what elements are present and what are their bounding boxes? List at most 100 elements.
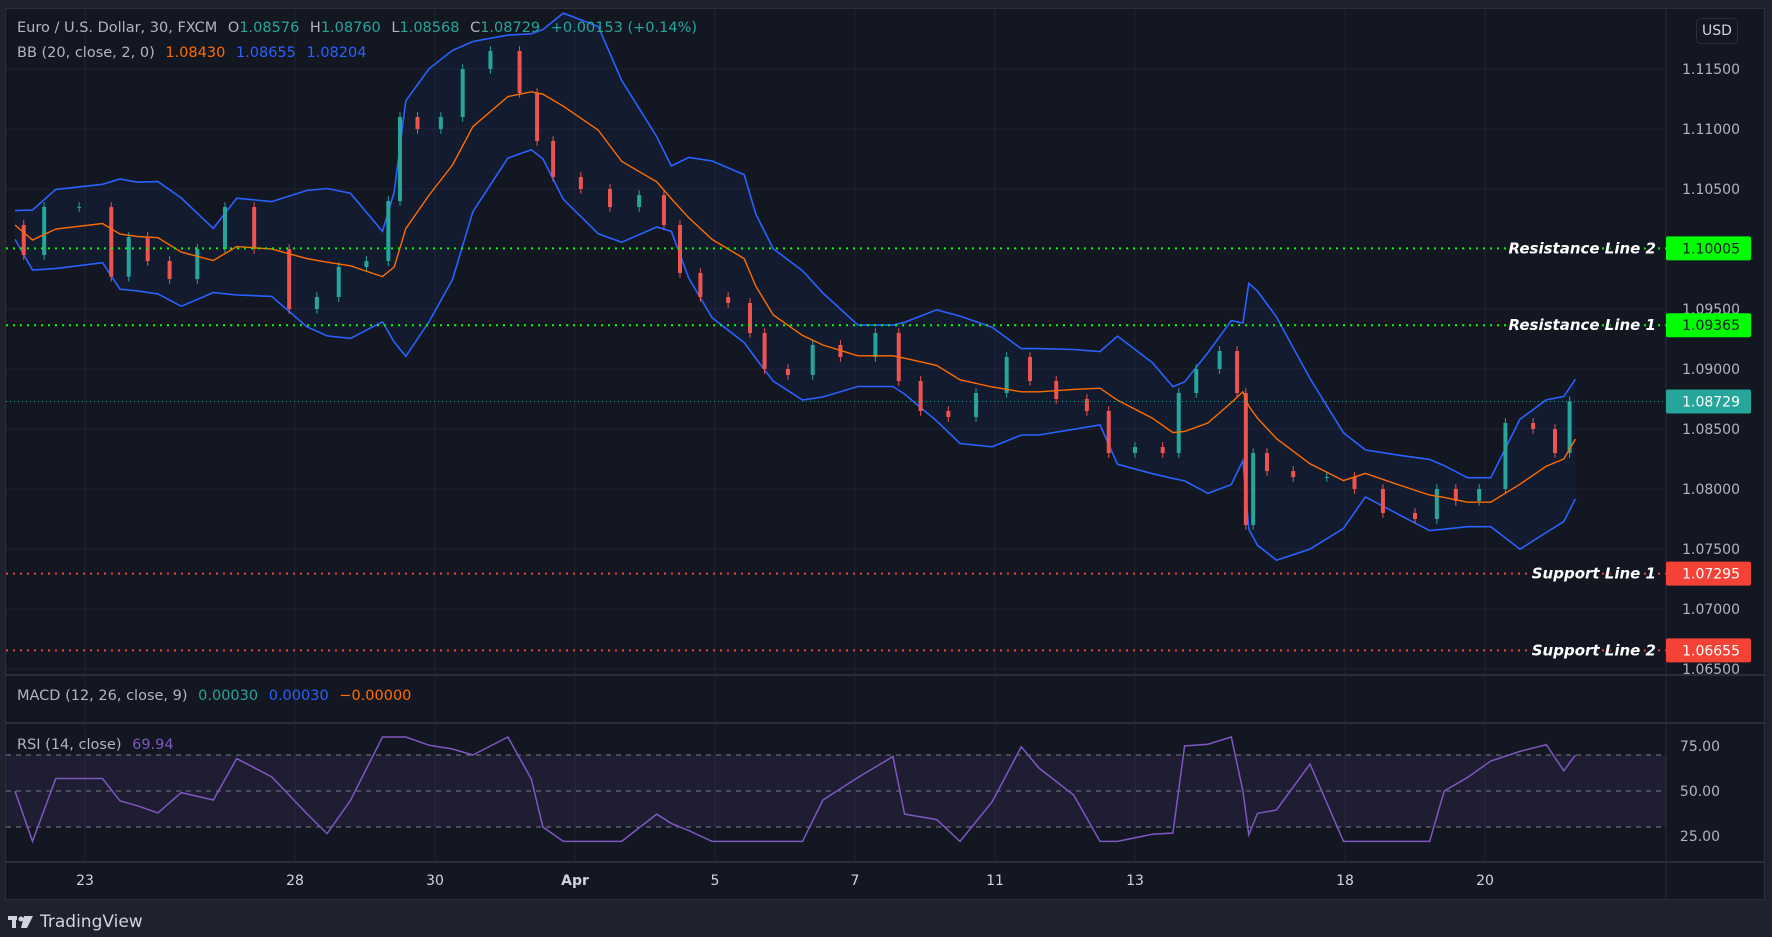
resistance-line-label: Resistance Line 2 xyxy=(1509,239,1656,257)
tradingview-logo-icon xyxy=(8,916,33,928)
candle-body xyxy=(1217,351,1222,369)
candle-body xyxy=(748,303,752,333)
candle-body xyxy=(1477,489,1482,501)
candle-body xyxy=(314,297,319,309)
price-axis-label: 1.11500 xyxy=(1682,62,1740,78)
time-axis-label: 5 xyxy=(711,873,720,889)
price-axis-label: 1.11000 xyxy=(1682,122,1740,138)
ohlc-close: C1.08729 xyxy=(470,20,541,36)
bb-upper: 1.08655 xyxy=(235,45,296,61)
price-tag xyxy=(1666,638,1751,663)
candle-body xyxy=(1133,447,1137,453)
time-axis-label: 13 xyxy=(1126,873,1144,889)
candle-body xyxy=(551,141,556,177)
candle-body xyxy=(415,117,420,129)
time-axis-label: 7 xyxy=(851,873,860,889)
candle-body xyxy=(1380,489,1385,513)
candle-body xyxy=(1453,489,1458,501)
macd-legend: MACD (12, 26, close, 9) 0.00030 0.00030 … xyxy=(17,688,417,704)
tradingview-logo[interactable]: TradingView xyxy=(8,912,143,932)
candle-body xyxy=(946,411,951,417)
candle-body xyxy=(762,333,767,369)
candle-body xyxy=(873,333,878,357)
time-axis-label: 11 xyxy=(986,873,1004,889)
candle-body xyxy=(1235,351,1240,393)
candle-body xyxy=(1434,489,1439,519)
price-tag xyxy=(1666,313,1751,338)
candle-body xyxy=(785,369,790,375)
price-tag-value: 1.09365 xyxy=(1682,318,1740,334)
candle-body xyxy=(698,273,703,297)
candle-body xyxy=(1352,477,1357,489)
rsi-legend: RSI (14, close) 69.94 xyxy=(17,737,180,753)
bb-lower: 1.08204 xyxy=(306,45,367,61)
candle-body xyxy=(42,207,47,255)
price-tag-value: 1.06655 xyxy=(1682,643,1740,659)
candle-body xyxy=(1160,447,1165,453)
candle-body xyxy=(287,249,292,309)
candle-body xyxy=(726,297,731,303)
candle-body xyxy=(336,267,341,297)
support-line-label: Support Line 2 xyxy=(1532,641,1656,659)
candle-body xyxy=(517,51,522,93)
candle-body xyxy=(1028,357,1032,381)
price-axis-label: 1.08500 xyxy=(1682,422,1740,438)
candle-body xyxy=(1194,369,1199,393)
candle-body xyxy=(1531,423,1536,429)
bb-upper-line xyxy=(14,12,1577,479)
price-change: +0.00153 (+0.14%) xyxy=(550,20,698,36)
price-axis-label: 1.07500 xyxy=(1682,542,1740,558)
candle-body xyxy=(1106,411,1111,453)
currency-button[interactable]: USD xyxy=(1696,18,1738,44)
price-axis-label: 1.07000 xyxy=(1682,602,1740,618)
macd-signal: 0.00030 xyxy=(268,688,329,704)
candle-body xyxy=(1251,453,1256,525)
rsi-label[interactable]: RSI (14, close) xyxy=(17,737,122,753)
bb-lower-line xyxy=(14,148,1577,562)
time-axis-label: Apr xyxy=(561,873,589,889)
candle-body xyxy=(21,225,26,255)
price-tag-value: 1.07295 xyxy=(1682,567,1740,583)
candle-body xyxy=(535,93,540,141)
candle-body xyxy=(1503,423,1508,489)
candle-body xyxy=(438,117,443,129)
candle-body xyxy=(1264,453,1269,471)
candle-body xyxy=(252,207,257,249)
bb-legend: BB (20, close, 2, 0) 1.08430 1.08655 1.0… xyxy=(17,45,372,61)
candle-body xyxy=(223,207,227,249)
price-tag xyxy=(1666,561,1751,586)
candle-body xyxy=(661,195,666,225)
bb-basis-line xyxy=(14,91,1577,503)
symbol-title[interactable]: Euro / U.S. Dollar, 30, FXCM xyxy=(17,20,218,36)
ohlc-open: O1.08576 xyxy=(227,20,300,36)
bb-label[interactable]: BB (20, close, 2, 0) xyxy=(17,45,155,61)
rsi-line xyxy=(14,736,1577,844)
candle-body xyxy=(637,195,642,207)
time-axis-label: 28 xyxy=(286,873,304,889)
candle-body xyxy=(109,207,114,277)
bb-fill xyxy=(15,13,1576,561)
bb-basis: 1.08430 xyxy=(165,45,226,61)
candle-body xyxy=(1413,513,1417,519)
macd-value: 0.00030 xyxy=(198,688,259,704)
symbol-legend: Euro / U.S. Dollar, 30, FXCM O1.08576 H1… xyxy=(17,20,703,36)
candle-body xyxy=(578,177,583,189)
macd-histogram: −0.00000 xyxy=(339,688,412,704)
time-axis-label: 20 xyxy=(1476,873,1494,889)
macd-label[interactable]: MACD (12, 26, close, 9) xyxy=(17,688,188,704)
support-line-label: Support Line 1 xyxy=(1532,565,1656,583)
price-axis-label: 1.09000 xyxy=(1682,362,1740,378)
candle-body xyxy=(1004,357,1009,393)
candle-body xyxy=(810,345,815,375)
candle-body xyxy=(1291,471,1296,477)
chart-frame xyxy=(5,8,1765,900)
candle-body xyxy=(1567,401,1572,453)
candle-body xyxy=(364,261,369,267)
ohlc-low: L1.08568 xyxy=(391,20,460,36)
last-price-value: 1.08729 xyxy=(1682,395,1740,411)
rsi-axis-label: 25.00 xyxy=(1680,829,1720,845)
candle-body xyxy=(1243,393,1248,525)
candle-body xyxy=(126,237,131,277)
time-axis-label: 18 xyxy=(1336,873,1354,889)
